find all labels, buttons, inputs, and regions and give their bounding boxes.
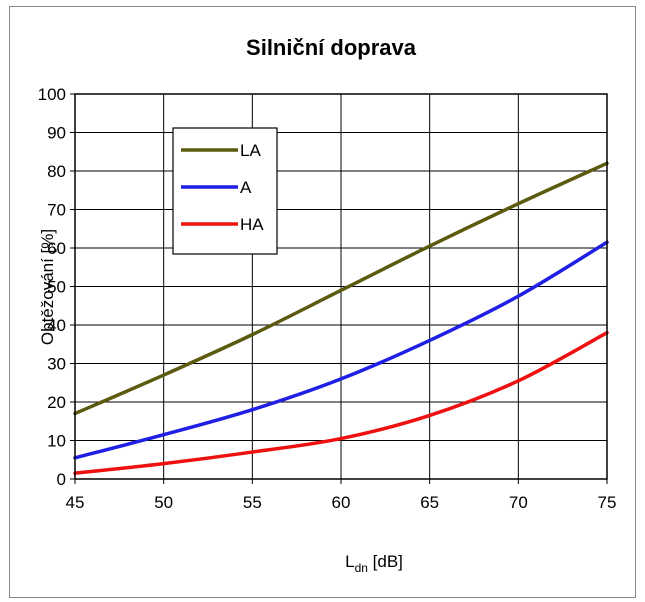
series-line-ha	[73, 330, 609, 475]
x-tick-label: 75	[598, 493, 617, 512]
y-tick-label: 0	[57, 470, 66, 489]
y-tick-label: 10	[47, 432, 66, 451]
x-tick-label: 55	[243, 493, 262, 512]
y-tick-label: 50	[47, 278, 66, 297]
series-line-a	[73, 240, 609, 460]
y-tick-label: 20	[47, 393, 66, 412]
legend-box	[172, 127, 278, 255]
y-tick-label: 90	[47, 124, 66, 143]
x-tick-label: 45	[66, 493, 85, 512]
x-tick-label: 60	[332, 493, 351, 512]
legend-label-ha: HA	[240, 215, 264, 234]
x-tick-label: 65	[420, 493, 439, 512]
x-axis-label-unit: [dB]	[368, 552, 403, 571]
gridlines	[70, 93, 608, 484]
chart-title: Silniční doprava	[246, 35, 417, 60]
plot-area	[74, 93, 608, 480]
legend: LA A HA	[172, 127, 278, 255]
y-tick-label: 70	[47, 201, 66, 220]
y-tick-label: 100	[38, 85, 66, 104]
series-lines	[73, 161, 609, 475]
y-tick-label: 80	[47, 162, 66, 181]
chart-frame	[9, 6, 636, 598]
y-tick-label: 60	[47, 239, 66, 258]
y-tick-label: 30	[47, 355, 66, 374]
x-tick-label: 50	[154, 493, 173, 512]
tick-labels: 0 10 20 30 40 50 60 70 80 90 100 45 50 55 60 65 70 75	[38, 85, 617, 512]
legend-label-a: A	[240, 178, 252, 197]
x-axis-label-main: L	[345, 552, 354, 571]
x-tick-label: 70	[509, 493, 528, 512]
series-line-la	[73, 161, 609, 416]
legend-label-la: LA	[240, 141, 261, 160]
x-axis-label-subscript: dn	[355, 561, 368, 575]
y-tick-label: 40	[47, 316, 66, 335]
x-axis-label: Ldn [dB]	[345, 552, 403, 575]
y-axis-label: Obtěžování [%]	[38, 229, 57, 345]
